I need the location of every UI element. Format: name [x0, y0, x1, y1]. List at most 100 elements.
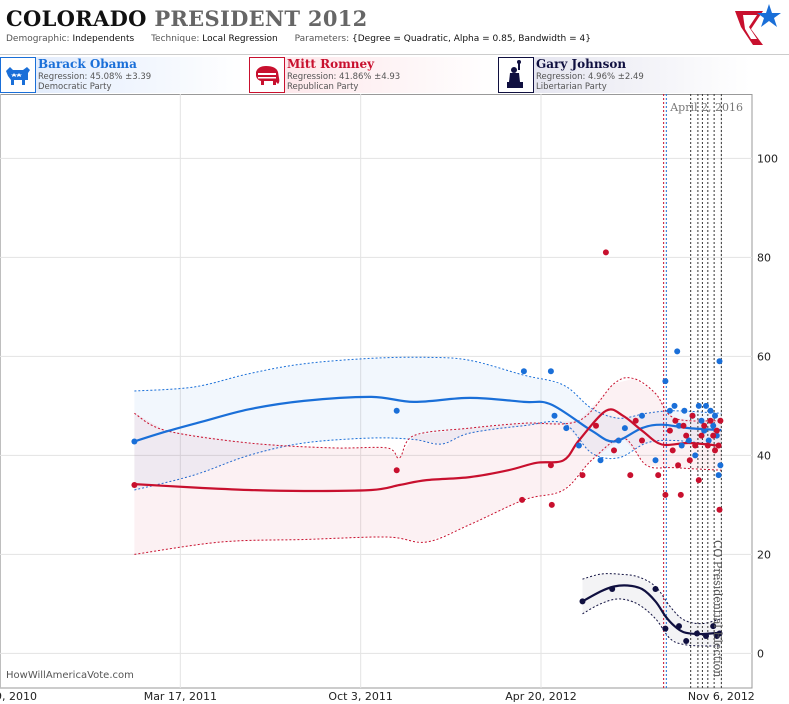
poll-point: [701, 427, 708, 434]
technique-label: Technique:: [151, 34, 200, 44]
poll-point: [705, 437, 712, 444]
poll-point: [716, 506, 723, 513]
poll-point: [698, 432, 705, 439]
poll-point: [131, 482, 138, 488]
poll-point: [655, 472, 662, 479]
poll-point: [676, 623, 682, 630]
poll-point: [685, 437, 692, 444]
poll-point: [692, 442, 699, 449]
poll-point: [676, 422, 682, 429]
poll-point: [683, 638, 690, 644]
poll-point: [707, 417, 714, 424]
candidate-regression: Regression: 45.08% ±3.39: [38, 72, 152, 82]
poll-points: [131, 249, 724, 644]
poll-point: [131, 438, 138, 445]
poll-point: [551, 412, 558, 419]
poll-point: [717, 462, 724, 469]
poll-point: [652, 586, 659, 592]
candidate-romney[interactable]: Mitt Romney Regression: 41.86% ±4.93 Rep…: [249, 57, 495, 93]
statue-of-liberty-icon: [498, 57, 534, 93]
candidate-name: Gary Johnson: [536, 57, 627, 71]
poll-point: [707, 407, 714, 414]
poll-point: [602, 249, 609, 256]
poll-point: [689, 412, 696, 419]
y-tick-label: 20: [757, 548, 771, 561]
poll-point: [675, 462, 682, 469]
poll-point: [393, 407, 400, 414]
poll-point: [692, 452, 699, 459]
candidate-obama[interactable]: Barack Obama Regression: 45.08% ±3.39 De…: [0, 57, 245, 93]
poll-point: [593, 422, 599, 429]
candidate-regression: Regression: 4.96% ±2.49: [536, 72, 644, 82]
trend-line: [134, 408, 722, 493]
poll-point: [698, 417, 705, 424]
x-tick-label: Nov 6, 2012: [688, 690, 755, 703]
parameters-value: {Degree = Quadratic, Alpha = 0.85, Bandw…: [352, 34, 591, 44]
candidate-name: Mitt Romney: [287, 57, 375, 71]
poll-point: [674, 348, 681, 355]
race-name: PRESIDENT 2012: [154, 6, 368, 31]
y-tick-label: 100: [757, 152, 778, 165]
poll-point: [575, 442, 582, 449]
poll-point: [704, 442, 711, 449]
poll-point: [615, 437, 622, 444]
confidence-band: [582, 574, 722, 646]
poll-point: [652, 457, 659, 464]
candidate-party: Democratic Party: [38, 82, 112, 92]
poll-point: [666, 407, 673, 414]
poll-point: [695, 402, 702, 409]
poll-point: [609, 586, 616, 592]
poll-point: [597, 457, 604, 464]
poll-point: [639, 412, 645, 419]
poll-point: [547, 462, 554, 469]
chart-axes: 0 20 40 60 80 100 Aug 29, 2010 Mar 17, 2011 Oct …: [0, 152, 778, 703]
poll-point: [393, 467, 400, 474]
poll-point: [669, 447, 676, 454]
poll-point: [563, 425, 570, 432]
poll-point: [694, 630, 700, 637]
x-tick-label: Mar 17, 2011: [144, 690, 217, 703]
poll-point: [713, 427, 720, 434]
y-tick-label: 60: [757, 350, 771, 363]
poll-point: [710, 623, 717, 630]
poll-point: [632, 417, 639, 424]
lower-bound-line: [134, 420, 722, 491]
donkey-icon: [0, 57, 36, 93]
poll-point: [715, 472, 722, 479]
poll-point: [662, 378, 669, 385]
header: COLORADO PRESIDENT 2012 Demographic: Ind…: [0, 0, 789, 52]
y-tick-label: 80: [757, 251, 771, 264]
trend-line: [134, 395, 722, 443]
poll-point: [621, 425, 628, 432]
y-tick-label: 0: [757, 647, 764, 660]
demographic-label: Demographic:: [6, 34, 70, 44]
poll-chart: 0 20 40 60 80 100 Aug 29, 2010 Mar 17, 2011 Oct …: [0, 94, 778, 703]
poll-point: [678, 442, 685, 449]
poll-point: [695, 477, 702, 484]
confidence-bands: [134, 356, 722, 647]
poll-point: [703, 402, 709, 409]
x-tick-label: Oct 3, 2011: [328, 690, 393, 703]
poll-point: [519, 496, 526, 503]
parameters-bar: Demographic: Independents Technique: Loc…: [6, 34, 591, 44]
poll-point: [548, 501, 555, 508]
demographic-value: Independents: [72, 34, 135, 44]
poll-point: [716, 358, 723, 365]
poll-point: [712, 447, 718, 454]
poll-point: [686, 457, 693, 464]
poll-point: [710, 432, 717, 439]
site-watermark: HowWillAmericaVote.com: [6, 670, 134, 681]
page-title: COLORADO PRESIDENT 2012: [6, 6, 368, 31]
poll-point: [611, 447, 617, 454]
poll-point: [639, 437, 645, 444]
date-markers: [663, 94, 722, 688]
poll-point: [683, 432, 690, 439]
poll-point: [710, 422, 717, 429]
poll-point: [703, 633, 709, 639]
candidate-johnson[interactable]: Gary Johnson Regression: 4.96% ±2.49 Lib…: [498, 57, 750, 93]
candidate-regression: Regression: 41.86% ±4.93: [287, 72, 401, 82]
poll-point: [715, 442, 722, 449]
poll-point: [712, 412, 718, 419]
poll-point: [677, 491, 684, 498]
parameters-label: Parameters:: [294, 34, 350, 44]
